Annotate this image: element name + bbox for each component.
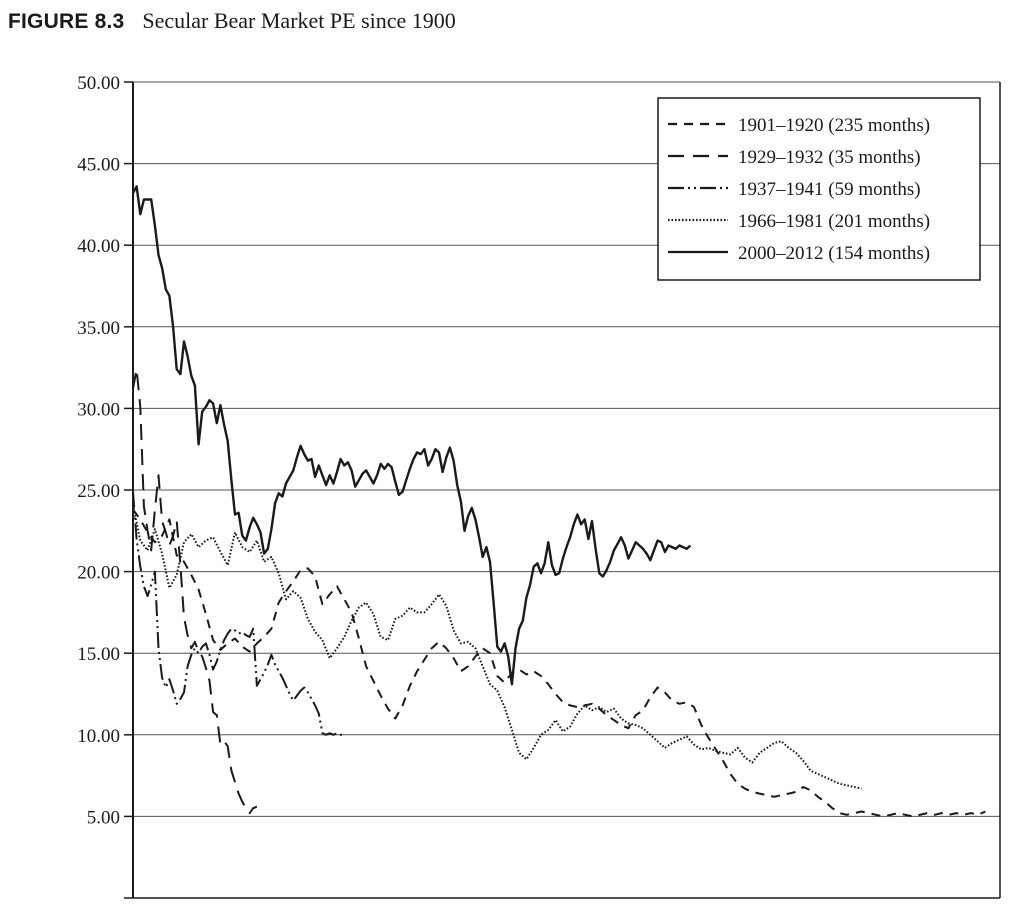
- y-tick-label: 35.00: [77, 318, 120, 339]
- figure-caption: Secular Bear Market PE since 1900: [142, 8, 456, 33]
- legend-label: 1937–1941 (59 months): [738, 179, 921, 200]
- series-line-dotted: [132, 504, 862, 790]
- legend-label: 1929–1932 (35 months): [738, 147, 921, 168]
- y-tick-label: 20.00: [77, 563, 120, 584]
- y-tick-label: 10.00: [77, 726, 120, 747]
- series-line-solid: [131, 185, 692, 686]
- y-tick-label: 25.00: [77, 481, 120, 502]
- series-line-dash: [132, 509, 986, 818]
- series-lines: [131, 185, 986, 818]
- legend-label: 1966–1981 (201 months): [738, 211, 930, 232]
- y-tick-label: 30.00: [77, 399, 120, 420]
- y-axis: 5.00 10.00 15.00 20.00 25.00 30.00 35.00 40.00 4…: [77, 73, 1001, 899]
- figure-title: FIGURE 8.3 Secular Bear Market PE since …: [8, 8, 456, 38]
- series-line-longdash: [132, 368, 258, 815]
- legend-label: 1901–1920 (235 months): [738, 115, 930, 136]
- y-tick-label: 40.00: [77, 236, 120, 257]
- y-tick-label: 15.00: [77, 644, 120, 665]
- y-tick-label: 5.00: [87, 807, 120, 828]
- legend-label: 2000–2012 (154 months): [738, 243, 930, 264]
- figure-label: FIGURE 8.3: [8, 10, 125, 33]
- legend: 1901–1920 (235 months) 1929–1932 (35 mont…: [657, 97, 981, 281]
- y-tick-label: 50.00: [77, 73, 120, 94]
- y-tick-label: 45.00: [77, 155, 120, 176]
